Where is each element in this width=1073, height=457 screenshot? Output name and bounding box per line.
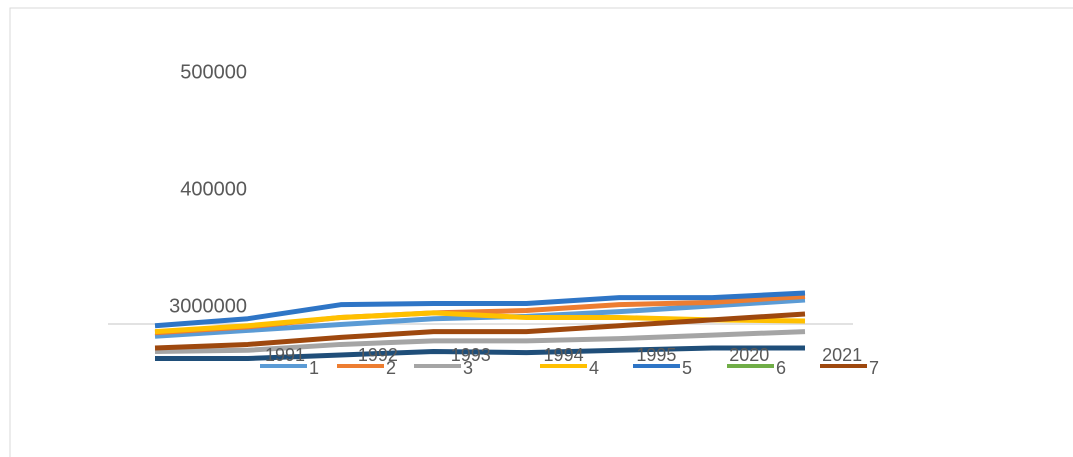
y-tick-label: 500000 <box>180 61 247 83</box>
x-tick-label: 1992 <box>358 345 398 365</box>
x-tick-label: 2020 <box>729 345 769 365</box>
y-tick-label: 400000 <box>180 178 247 200</box>
x-tick-label: 2021 <box>822 345 862 365</box>
legend-label: 7 <box>869 358 879 378</box>
x-tick-label: 1991 <box>265 345 305 365</box>
legend-label: 2 <box>386 358 396 378</box>
legend-label: 6 <box>776 358 786 378</box>
x-tick-label: 1995 <box>636 345 676 365</box>
chart-frame <box>9 7 1073 457</box>
x-tick-label: 1994 <box>544 345 584 365</box>
legend-label: 5 <box>682 358 692 378</box>
legend-label: 1 <box>309 358 319 378</box>
series-line <box>155 345 805 361</box>
x-tick-label: 1993 <box>451 345 491 365</box>
y-tick-label: 3000000 <box>169 295 247 317</box>
legend-label: 3 <box>463 358 473 378</box>
legend-label: 4 <box>589 358 599 378</box>
series-line <box>154 290 806 329</box>
series-line <box>154 311 806 351</box>
series-line <box>154 329 806 354</box>
